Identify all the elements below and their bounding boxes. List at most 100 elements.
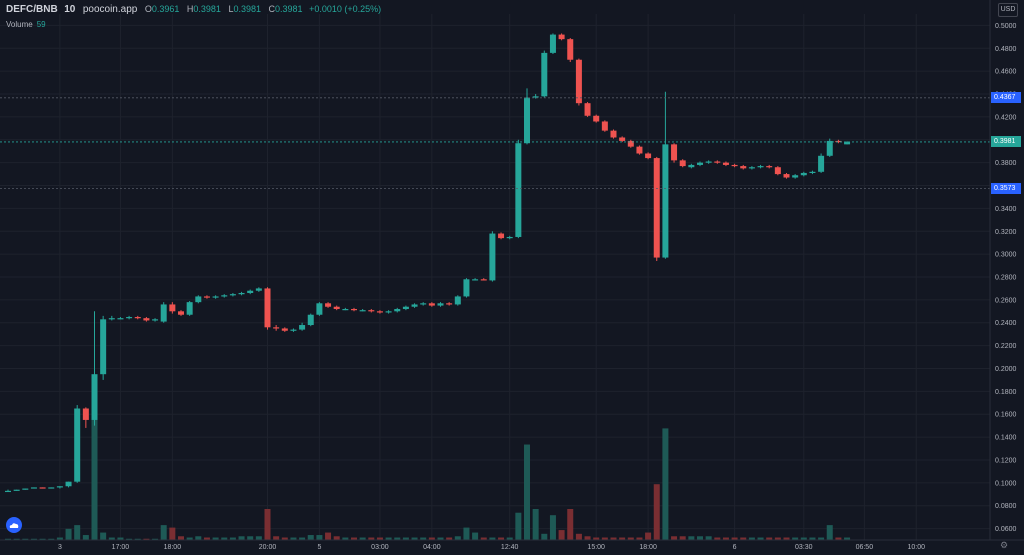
volume-bar: [212, 537, 219, 540]
volume-bar: [835, 537, 842, 540]
candles: [5, 33, 851, 493]
candle-body: [428, 303, 435, 306]
candle: [688, 163, 695, 169]
candle-body: [731, 164, 738, 167]
volume-bar: [731, 537, 738, 540]
candle-body: [342, 309, 349, 311]
price-tick-label: 0.4600: [995, 69, 1017, 76]
volume-bar: [524, 444, 530, 540]
candle: [48, 487, 55, 489]
candle: [5, 489, 11, 493]
candle-body: [264, 288, 271, 328]
candle: [610, 129, 617, 139]
volume-bar: [238, 536, 245, 540]
candle-body: [541, 52, 548, 97]
candle: [203, 295, 210, 299]
price-tick-label: 0.1200: [995, 457, 1017, 464]
ohlc-low-key: L: [228, 4, 234, 14]
time-axis-bg: [0, 540, 1024, 555]
volume-bar: [376, 537, 383, 540]
candle: [255, 287, 262, 292]
volume-bar: [368, 537, 375, 540]
candle-body: [376, 311, 383, 313]
candle-body: [454, 296, 461, 305]
candle-body: [524, 97, 530, 144]
volume-bar: [299, 537, 306, 540]
candle-body: [229, 294, 236, 296]
candle-body: [195, 296, 202, 303]
candle: [152, 318, 159, 322]
volume-bar: [100, 532, 107, 540]
candle-body: [757, 166, 764, 168]
price-tick-label: 0.1400: [995, 435, 1017, 442]
symbol-name[interactable]: DEFC/BNB: [6, 4, 58, 15]
candle-body: [697, 162, 703, 165]
volume-bar: [463, 527, 470, 540]
candle: [809, 170, 816, 175]
time-tick-label: 12:40: [501, 544, 519, 551]
volume-bar: [316, 535, 323, 540]
candle-body: [844, 142, 851, 145]
candle: [428, 302, 435, 307]
candle: [697, 161, 703, 167]
volume-bar: [203, 537, 210, 540]
candle: [134, 315, 141, 320]
candle: [601, 120, 608, 132]
price-tick-label: 0.1000: [995, 480, 1017, 487]
interval-label[interactable]: 10: [64, 4, 76, 15]
candle-body: [627, 140, 634, 147]
candle-body: [662, 144, 669, 258]
candle: [627, 139, 634, 148]
settings-gear-icon[interactable]: ⚙: [1000, 540, 1009, 550]
time-tick-label: 03:30: [795, 544, 813, 551]
candle-body: [558, 34, 565, 40]
candle: [212, 295, 219, 299]
candle: [645, 152, 652, 160]
candle: [766, 164, 773, 169]
candle-body: [186, 302, 193, 315]
candle-body: [818, 155, 825, 172]
volume-bar: [178, 536, 184, 540]
time-axis[interactable]: 3 17:00 18:00 20:00 5 03:00 04:00 12:40 15:00 18:…: [0, 539, 1024, 555]
candle-body: [160, 304, 167, 322]
price-tick-label: 0.2600: [995, 297, 1017, 304]
candle-body: [705, 161, 712, 163]
volume-legend: Volume 59: [6, 20, 46, 29]
volume-bar: [662, 428, 669, 540]
volume-bar: [108, 537, 115, 540]
volume-bar: [532, 509, 539, 540]
volume-bar: [627, 537, 634, 540]
volume-bar: [774, 537, 781, 540]
volume-bar: [549, 515, 556, 540]
ohlc-high-value: 0.3981: [193, 4, 221, 14]
candle: [835, 139, 842, 144]
candle: [636, 145, 643, 155]
candle: [722, 161, 729, 167]
volume-bar: [247, 536, 254, 540]
volume-bar: [152, 538, 159, 540]
candle-body: [740, 166, 747, 169]
price-axis[interactable]: 0.50000.48000.46000.44000.42000.40000.38…: [989, 0, 1024, 555]
ohlc-close-value: 0.3981: [275, 4, 303, 14]
grid-lines: [0, 14, 990, 540]
candle-body: [489, 233, 496, 281]
cloud-logo-icon[interactable]: [6, 517, 22, 533]
candle: [472, 278, 479, 281]
candle-body: [152, 319, 159, 321]
volume-bar: [48, 538, 55, 540]
volume-bar: [428, 537, 435, 540]
candle-body: [722, 162, 729, 165]
candle-body: [800, 172, 807, 176]
time-tick-label: 6: [733, 544, 737, 551]
candle: [299, 322, 306, 331]
currency-selector[interactable]: USD: [998, 3, 1018, 17]
candle-body: [498, 233, 505, 239]
volume-bar: [307, 535, 314, 540]
candle-body: [30, 487, 37, 489]
candle: [186, 301, 193, 316]
candle: [264, 287, 271, 330]
candle: [316, 302, 323, 316]
candle: [593, 114, 600, 123]
volume-bar: [126, 538, 133, 540]
